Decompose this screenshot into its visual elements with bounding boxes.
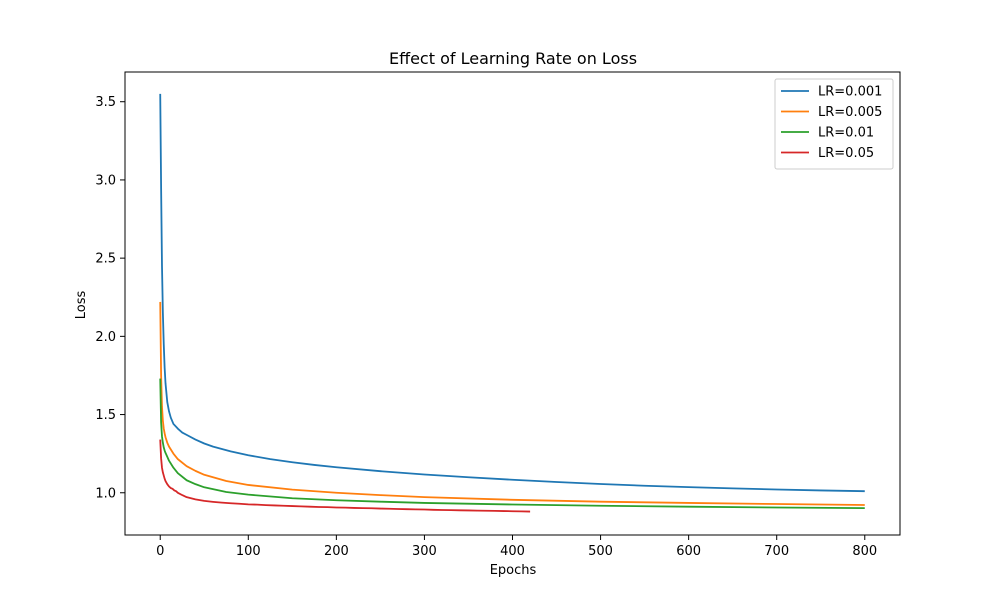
y-tick-label: 1.5 — [95, 408, 116, 423]
axes: 0 100 200 300 400 500 600 700 800 1.0 1.5 2.0 2.5 3.0… — [95, 71, 901, 559]
chart-title: Effect of Learning Rate on Loss — [389, 49, 637, 68]
y-tick-label: 1.0 — [95, 486, 116, 501]
x-tick-label: 800 — [852, 544, 877, 559]
series-line-2 — [159, 301, 865, 506]
series-line-4 — [159, 439, 531, 513]
x-tick-label: 500 — [588, 544, 613, 559]
legend: LR=0.001 LR=0.005 LR=0.01 LR=0.05 — [774, 78, 894, 170]
legend-box — [774, 78, 894, 170]
plot-area — [159, 93, 865, 513]
x-tick-label: 400 — [500, 544, 525, 559]
legend-label: LR=0.001 — [818, 85, 882, 100]
y-tick-label: 3.0 — [95, 173, 116, 188]
x-tick-label: 0 — [156, 544, 164, 559]
y-tick-label: 2.0 — [95, 330, 116, 345]
x-axis-label: Epochs — [490, 563, 537, 578]
x-tick-label: 600 — [676, 544, 701, 559]
legend-label: LR=0.01 — [818, 126, 874, 141]
series-line-3 — [159, 378, 865, 509]
x-tick-label: 300 — [412, 544, 437, 559]
y-axis-label: Loss — [74, 291, 89, 320]
legend-label: LR=0.005 — [818, 105, 882, 120]
y-tick-label: 3.5 — [95, 95, 116, 110]
x-tick-label: 700 — [764, 544, 789, 559]
y-tick-label: 2.5 — [95, 252, 116, 267]
x-tick-label: 100 — [236, 544, 261, 559]
series-line-1 — [159, 93, 865, 493]
x-tick-label: 200 — [324, 544, 349, 559]
legend-label: LR=0.05 — [818, 146, 874, 161]
